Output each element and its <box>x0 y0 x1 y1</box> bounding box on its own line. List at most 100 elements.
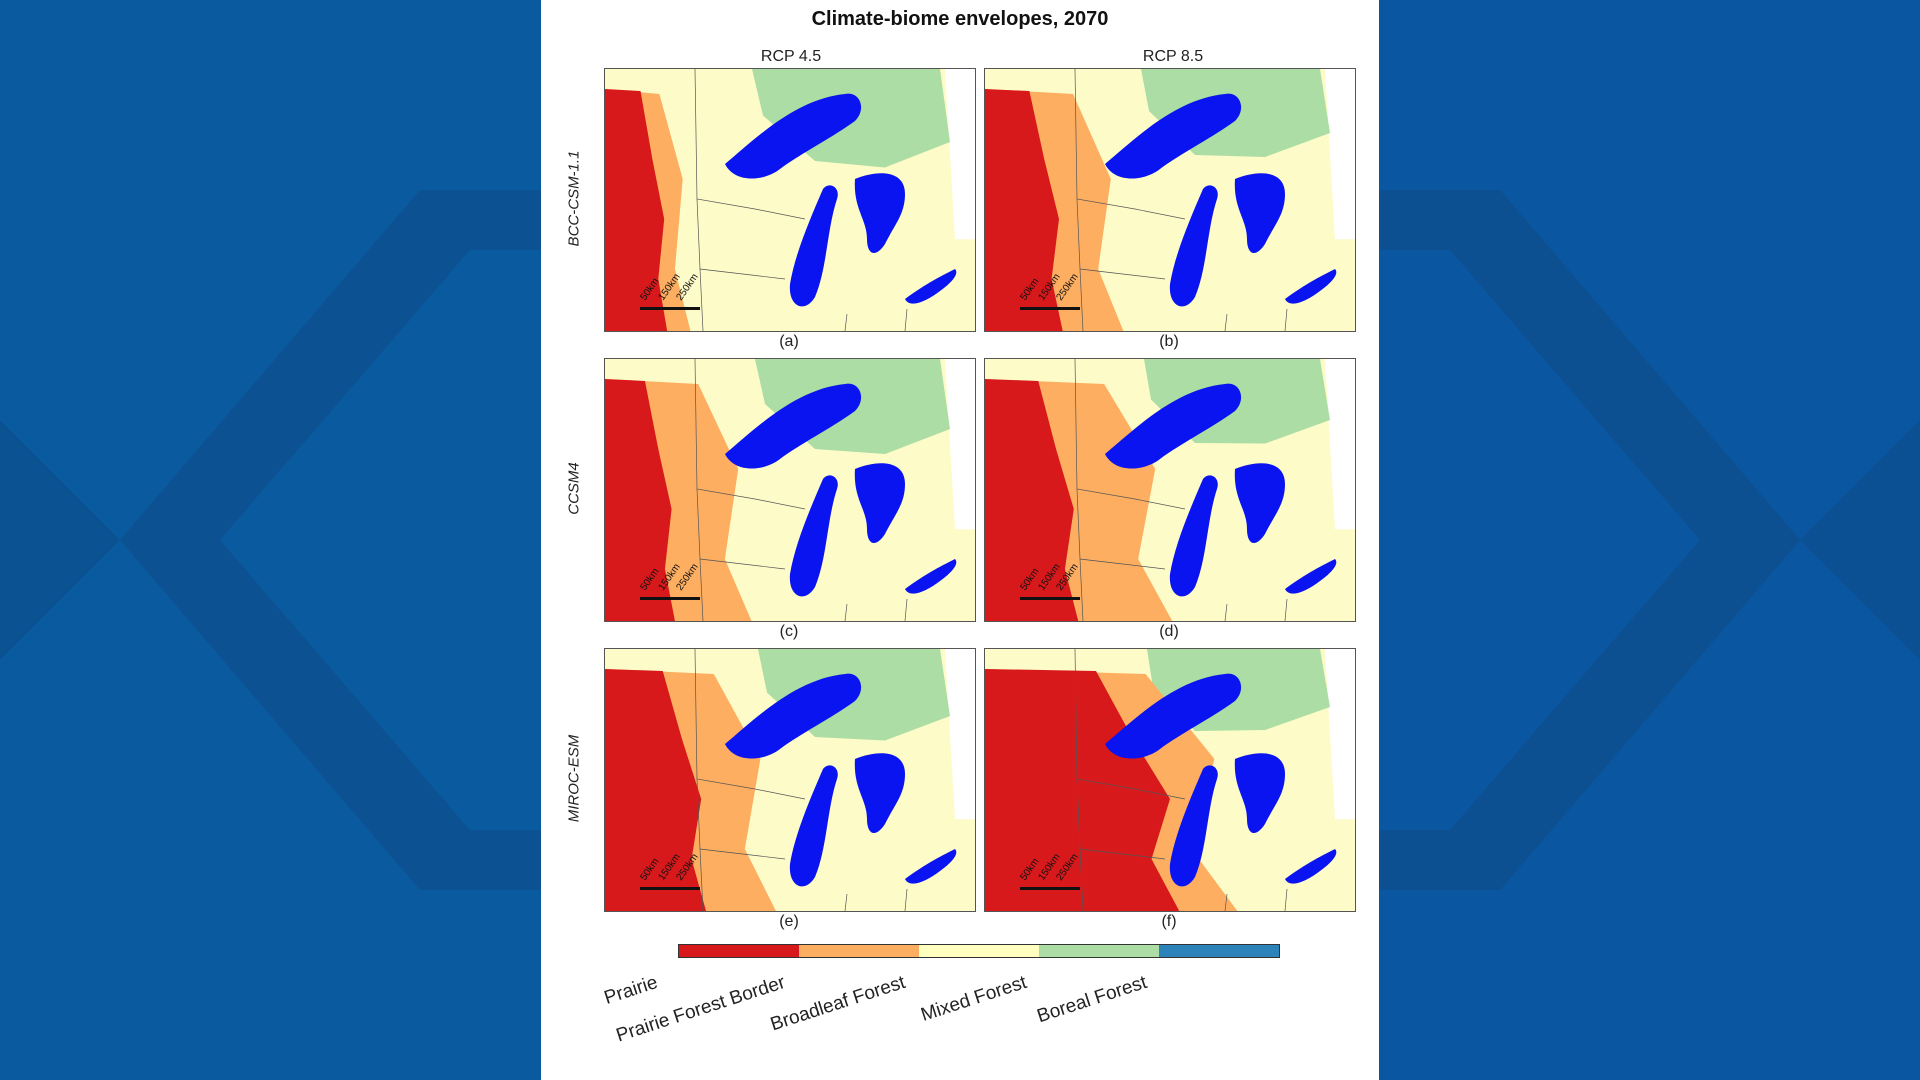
state-boundary-line <box>1134 788 1186 800</box>
scalebar-line <box>1020 887 1080 890</box>
row-label-bcc: BCC-CSM-1.1 <box>565 150 583 247</box>
legend-colorbar <box>678 944 1280 958</box>
state-boundary-line <box>904 598 908 621</box>
state-boundary-line <box>1224 313 1228 331</box>
column-header-rcp45: RCP 4.5 <box>760 48 822 65</box>
state-boundary-line <box>1284 598 1288 621</box>
state-boundary-line <box>1079 558 1084 621</box>
lake-michigan <box>789 765 838 887</box>
legend-swatch-boreal-forest <box>1159 945 1279 957</box>
state-boundary-line <box>844 603 848 621</box>
no-data-region <box>1325 69 1355 240</box>
state-boundary-line <box>699 848 704 911</box>
state-boundary-line <box>904 888 908 911</box>
prairie-region <box>985 89 1063 331</box>
panel-label-e: (e) <box>779 913 799 930</box>
column-header-rcp85: RCP 8.5 <box>1142 48 1204 65</box>
state-boundary-line <box>844 893 848 911</box>
prairie-region <box>985 669 1180 911</box>
panel-label-d: (d) <box>1159 623 1179 640</box>
state-boundary-line <box>844 313 848 331</box>
panel-label-a: (a) <box>779 333 799 350</box>
lake-michigan <box>1169 475 1218 597</box>
panel-label-c: (c) <box>779 623 799 640</box>
lake-huron <box>1234 173 1285 254</box>
legend-label-boreal-forest: Boreal Forest <box>1034 972 1150 1028</box>
state-boundary-line <box>1134 498 1186 510</box>
state-boundary-line <box>1224 603 1228 621</box>
prairie-region <box>985 379 1079 621</box>
figure-title: Climate-biome envelopes, 2070 <box>811 8 1109 30</box>
lake-superior <box>1105 673 1242 759</box>
prairie-region <box>605 379 675 621</box>
scalebar-line <box>1020 597 1080 600</box>
panel-label-f: (f) <box>1161 913 1177 930</box>
state-boundary-line <box>699 268 704 331</box>
no-data-region <box>945 359 975 530</box>
lake-erie <box>905 559 957 594</box>
map-panel-f: 50km 150km 250km <box>984 648 1356 912</box>
state-boundary-line <box>904 308 908 331</box>
map-panel-c: 50km 150km 250km <box>604 358 976 622</box>
lake-michigan <box>789 475 838 597</box>
state-boundary-line <box>754 788 806 800</box>
lake-erie <box>905 269 957 304</box>
lake-superior <box>725 673 862 759</box>
lake-michigan <box>1169 765 1218 887</box>
scalebar-line <box>640 307 700 310</box>
lake-superior <box>725 93 862 179</box>
lake-erie <box>905 849 957 884</box>
map-panel-d: 50km 150km 250km <box>984 358 1356 622</box>
lake-erie <box>1285 269 1337 304</box>
lake-huron <box>854 463 905 544</box>
no-data-region <box>945 649 975 820</box>
lake-superior <box>725 383 862 469</box>
state-boundary-line <box>1284 308 1288 331</box>
scalebar-line <box>640 597 700 600</box>
row-label-ccsm4: CCSM4 <box>565 462 583 515</box>
state-boundary-line <box>1224 893 1228 911</box>
legend-swatch-mixed-forest <box>1039 945 1159 957</box>
state-boundary-line <box>754 498 806 510</box>
legend-label-broadleaf-forest: Broadleaf Forest <box>767 972 908 1036</box>
legend-swatch-broadleaf-forest <box>919 945 1039 957</box>
background-chevron-left <box>0 0 541 1080</box>
scalebar-line <box>640 887 700 890</box>
legend-swatch-prairie <box>679 945 799 957</box>
figure-card: Climate-biome envelopes, 2070 RCP 4.5 RC… <box>541 0 1379 1080</box>
lake-superior <box>1105 93 1242 179</box>
state-boundary-line <box>1079 268 1084 331</box>
lake-michigan <box>789 185 838 307</box>
background-chevron-right <box>1379 0 1920 1080</box>
lake-huron <box>1234 463 1285 544</box>
state-boundary-line <box>1079 848 1084 911</box>
lake-michigan <box>1169 185 1218 307</box>
no-data-region <box>945 69 975 240</box>
state-boundary-line <box>1284 888 1288 911</box>
state-boundary-line <box>754 208 806 220</box>
no-data-region <box>1325 649 1355 820</box>
map-panel-e: 50km 150km 250km <box>604 648 976 912</box>
prairie-region <box>605 669 707 911</box>
panel-label-b: (b) <box>1159 333 1179 350</box>
state-boundary-line <box>699 558 704 621</box>
legend-label-mixed-forest: Mixed Forest <box>918 972 1030 1026</box>
prairie-region <box>605 89 668 331</box>
no-data-region <box>1325 359 1355 530</box>
state-boundary-line <box>1134 208 1186 220</box>
lake-huron <box>1234 753 1285 834</box>
lake-superior <box>1105 383 1242 469</box>
legend-label-prairie: Prairie <box>601 972 661 1009</box>
lake-huron <box>854 173 905 254</box>
scalebar-line <box>1020 307 1080 310</box>
legend-swatch-prairie-forest-border <box>799 945 919 957</box>
lake-erie <box>1285 559 1337 594</box>
lake-huron <box>854 753 905 834</box>
map-panel-a: 50km 150km 250km <box>604 68 976 332</box>
